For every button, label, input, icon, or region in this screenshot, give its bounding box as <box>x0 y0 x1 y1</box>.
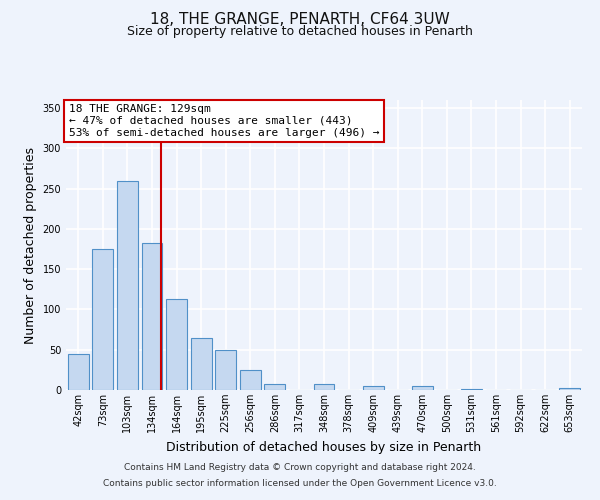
Bar <box>68 354 89 390</box>
Bar <box>215 350 236 390</box>
Bar <box>461 389 482 390</box>
Bar <box>166 299 187 390</box>
Bar <box>191 338 212 390</box>
Bar <box>265 384 286 390</box>
Y-axis label: Number of detached properties: Number of detached properties <box>24 146 37 344</box>
Bar <box>362 386 383 390</box>
Text: 18 THE GRANGE: 129sqm
← 47% of detached houses are smaller (443)
53% of semi-det: 18 THE GRANGE: 129sqm ← 47% of detached … <box>68 104 379 138</box>
Text: 18, THE GRANGE, PENARTH, CF64 3UW: 18, THE GRANGE, PENARTH, CF64 3UW <box>150 12 450 28</box>
Text: Contains HM Land Registry data © Crown copyright and database right 2024.: Contains HM Land Registry data © Crown c… <box>124 464 476 472</box>
Bar <box>314 384 334 390</box>
Bar <box>92 249 113 390</box>
Text: Contains public sector information licensed under the Open Government Licence v3: Contains public sector information licen… <box>103 478 497 488</box>
Bar <box>142 242 163 390</box>
Text: Size of property relative to detached houses in Penarth: Size of property relative to detached ho… <box>127 25 473 38</box>
Bar <box>117 180 138 390</box>
Bar <box>559 388 580 390</box>
X-axis label: Distribution of detached houses by size in Penarth: Distribution of detached houses by size … <box>166 440 482 454</box>
Bar <box>412 386 433 390</box>
Bar <box>240 370 261 390</box>
